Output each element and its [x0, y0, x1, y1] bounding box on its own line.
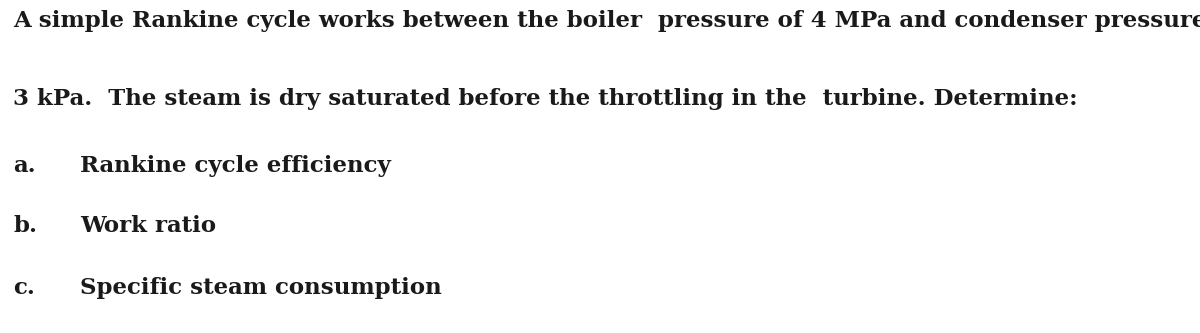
Text: A simple Rankine cycle works between the boiler  pressure of 4 MPa and condenser: A simple Rankine cycle works between the… [13, 10, 1200, 32]
Text: b.: b. [13, 215, 37, 237]
Text: a.: a. [13, 155, 36, 177]
Text: c.: c. [13, 277, 35, 299]
Text: Work ratio: Work ratio [80, 215, 216, 237]
Text: Specific steam consumption: Specific steam consumption [80, 277, 442, 299]
Text: Rankine cycle efficiency: Rankine cycle efficiency [80, 155, 391, 177]
Text: 3 kPa.  The steam is dry saturated before the throttling in the  turbine. Determ: 3 kPa. The steam is dry saturated before… [13, 88, 1078, 110]
